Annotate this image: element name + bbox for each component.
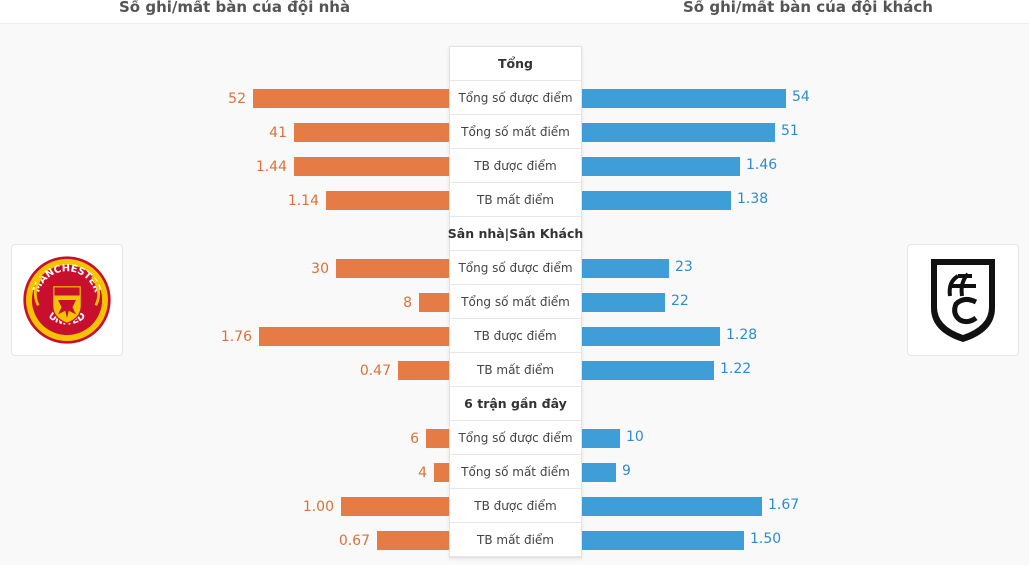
away-stat-bar [582,361,714,380]
home-stat-value: 8 [403,295,412,311]
stat-label: Tổng số được điểm [450,421,581,455]
away-stat-value: 10 [626,429,644,445]
home-stat-bar [294,157,449,176]
home-stat-value: 0.67 [338,533,370,549]
away-stat-value: 1.28 [726,327,758,343]
header-strip: Số ghi/mất bàn của đội nhà Số ghi/mất bà… [0,0,1029,24]
home-stat-value: 52 [228,91,246,107]
home-stat-value: 30 [311,261,329,277]
stat-label-column: Tổng Tổng số được điểm Tổng số mất điểm TB … [448,46,583,558]
home-stat-bar [336,259,449,278]
away-stat-value: 1.50 [750,531,782,547]
section-title: Tổng [450,47,581,81]
away-stat-value: 51 [781,123,799,139]
away-stat-bar [582,259,669,278]
away-stat-value: 23 [675,259,693,275]
stat-label: TB mất điểm [450,353,581,387]
away-stat-value: 54 [792,89,810,105]
away-stat-bar [582,429,620,448]
away-stat-bar [582,497,762,516]
away-stat-value: 22 [671,293,689,309]
away-stat-value: 9 [622,463,631,479]
stat-label: Tổng số được điểm [450,81,581,115]
home-stat-value: 1.44 [255,159,287,175]
away-stat-bar [582,293,665,312]
stat-label: Tổng số mất điểm [450,285,581,319]
away-stat-bar [582,191,731,210]
fulham-crest-icon [931,259,995,342]
home-stat-bar [341,497,449,516]
home-stat-value: 1.14 [287,193,319,209]
home-stat-value: 1.76 [220,329,252,345]
stat-label: TB mất điểm [450,183,581,217]
home-column-title: Số ghi/mất bàn của đội nhà [119,0,351,16]
stat-label: Tổng số mất điểm [450,455,581,489]
away-stat-value: 1.46 [746,157,778,173]
home-stat-bar [377,531,449,550]
away-stat-bar [582,89,786,108]
home-stat-bar [253,89,449,108]
stat-label: TB mất điểm [450,523,581,557]
away-column-title: Số ghi/mất bàn của đội khách [683,0,933,16]
home-stat-bar [326,191,449,210]
home-stat-value: 6 [410,431,419,447]
away-stat-value: 1.67 [768,497,800,513]
section-title: 6 trận gần đây [450,387,581,421]
home-stat-value: 4 [418,465,427,481]
away-stat-bar [582,463,616,482]
home-stat-bar [294,123,449,142]
away-stat-value: 1.38 [737,191,769,207]
home-stat-bar [426,429,449,448]
home-stat-bar [419,293,449,312]
home-team-logo: MANCHESTER UNITED [11,244,123,356]
stat-label: Tổng số được điểm [450,251,581,285]
away-team-logo [907,244,1019,356]
section-title: Sân nhà|Sân Khách [448,217,583,251]
away-stat-bar [582,157,740,176]
away-stat-bar [582,531,744,550]
manchester-united-crest-icon: MANCHESTER UNITED [23,256,111,344]
stat-label: Tổng số mất điểm [450,115,581,149]
home-stat-bar [434,463,449,482]
away-stat-value: 1.22 [720,361,752,377]
stat-label: TB được điểm [450,319,581,353]
stat-label: TB được điểm [450,149,581,183]
home-stat-value: 0.47 [359,363,391,379]
home-stat-bar [398,361,449,380]
away-stat-bar [582,123,775,142]
home-stat-bar [259,327,449,346]
home-stat-value: 1.00 [302,499,334,515]
away-stat-bar [582,327,720,346]
home-stat-value: 41 [269,125,287,141]
stat-label: TB được điểm [450,489,581,523]
